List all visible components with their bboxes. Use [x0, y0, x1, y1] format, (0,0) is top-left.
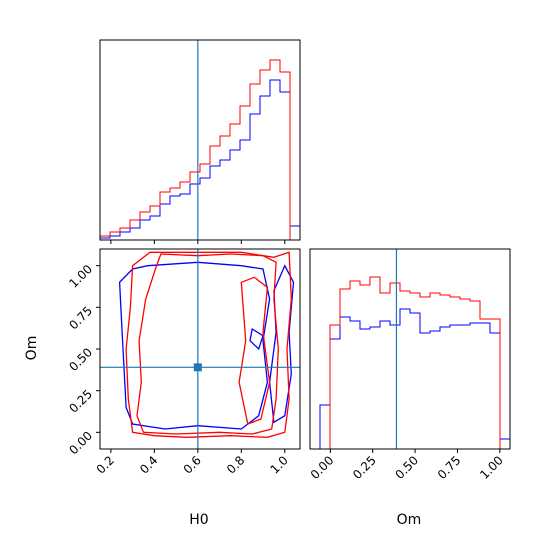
h0-hist-series-b	[99, 79, 301, 240]
joint-contours	[118, 251, 295, 438]
contour-series-b-2	[249, 327, 264, 351]
om-hist-series-b	[310, 308, 511, 450]
om-xlabel: Om	[397, 512, 422, 528]
contour-series-b-0	[118, 261, 271, 430]
h0-hist-frame	[99, 39, 301, 241]
joint-truth-marker	[193, 363, 202, 372]
om-hist-series-a	[310, 276, 510, 450]
h0-histogram-panel	[99, 39, 301, 244]
joint-ylabel: Om	[24, 336, 40, 361]
h0-hist-series-a	[99, 59, 300, 241]
om-hist-frame	[309, 248, 511, 450]
contour-series-a-1	[125, 251, 292, 438]
contour-series-a-2	[238, 276, 271, 425]
joint-xlabel: H0	[189, 512, 208, 528]
